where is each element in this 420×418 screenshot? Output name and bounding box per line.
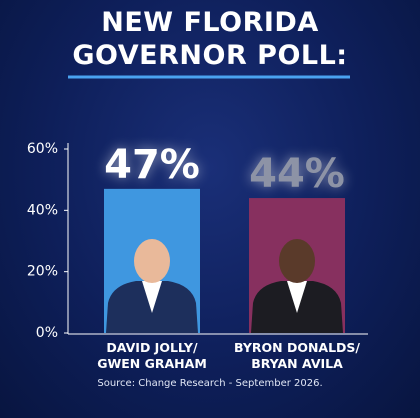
face [279, 239, 315, 283]
source-note: Source: Change Research - September 2026… [97, 378, 323, 389]
y-tick-label: 0% [36, 325, 58, 341]
y-tick-label: 40% [27, 202, 58, 218]
x-tick-label: DAVID JOLLY/ GWEN GRAHAM [97, 340, 207, 371]
value-label: 47% [104, 142, 200, 188]
chart-title: NEW FLORIDA GOVERNOR POLL: [72, 7, 348, 71]
shirt [142, 281, 162, 313]
y-tick-label: 20% [27, 264, 58, 280]
value-label: 44% [249, 151, 345, 197]
y-tick-label: 60% [27, 141, 58, 157]
face [134, 239, 170, 283]
x-tick-label: BYRON DONALDS/ BRYAN AVILA [233, 340, 360, 371]
shirt [287, 281, 307, 313]
